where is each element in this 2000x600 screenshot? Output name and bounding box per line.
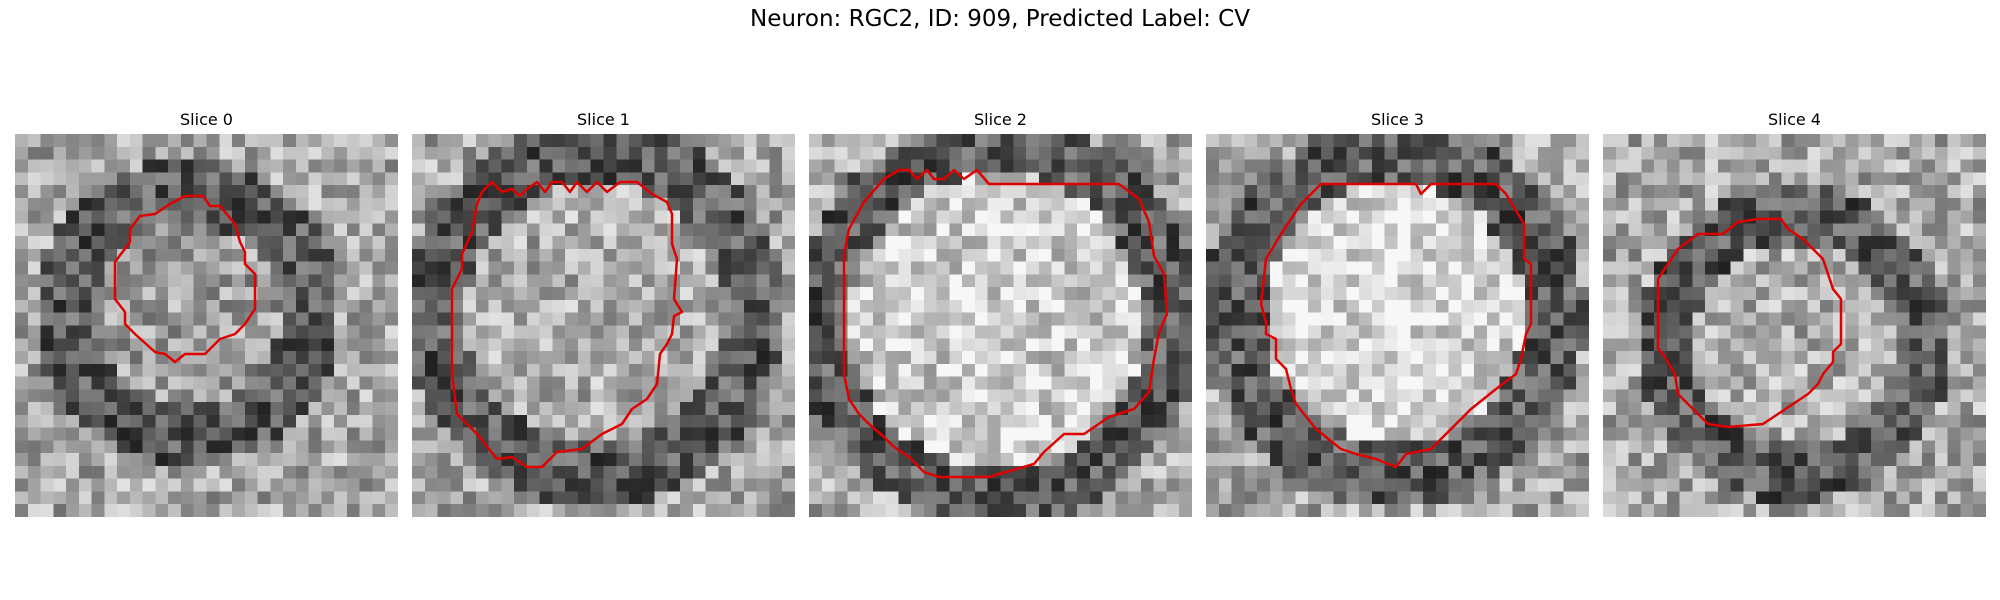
grayscale-image [809,134,1192,517]
slice-panel-0: Slice 0 [15,110,398,517]
slice-image [412,134,795,517]
segmentation-contour [113,194,257,364]
slice-image [1603,134,1986,517]
slice-image [1206,134,1589,517]
slice-image [15,134,398,517]
grayscale-image [412,134,795,517]
grayscale-image [1206,134,1589,517]
slice-title: Slice 0 [180,110,233,129]
segmentation-contour [450,180,684,469]
slice-panel-4: Slice 4 [1603,110,1986,517]
grayscale-image [15,134,398,517]
slice-title: Slice 2 [974,110,1027,129]
slice-title: Slice 1 [577,110,630,129]
slice-panel-2: Slice 2 [809,110,1192,517]
slice-panel-3: Slice 3 [1206,110,1589,517]
slice-image [809,134,1192,517]
slice-title: Slice 3 [1371,110,1424,129]
slice-panel-1: Slice 1 [412,110,795,517]
segmentation-contour [1656,217,1843,429]
segmentation-contour [842,168,1169,479]
segmentation-contour [1259,182,1533,469]
figure-title: Neuron: RGC2, ID: 909, Predicted Label: … [750,6,1250,32]
slice-title: Slice 4 [1768,110,1821,129]
grayscale-image [1603,134,1986,517]
